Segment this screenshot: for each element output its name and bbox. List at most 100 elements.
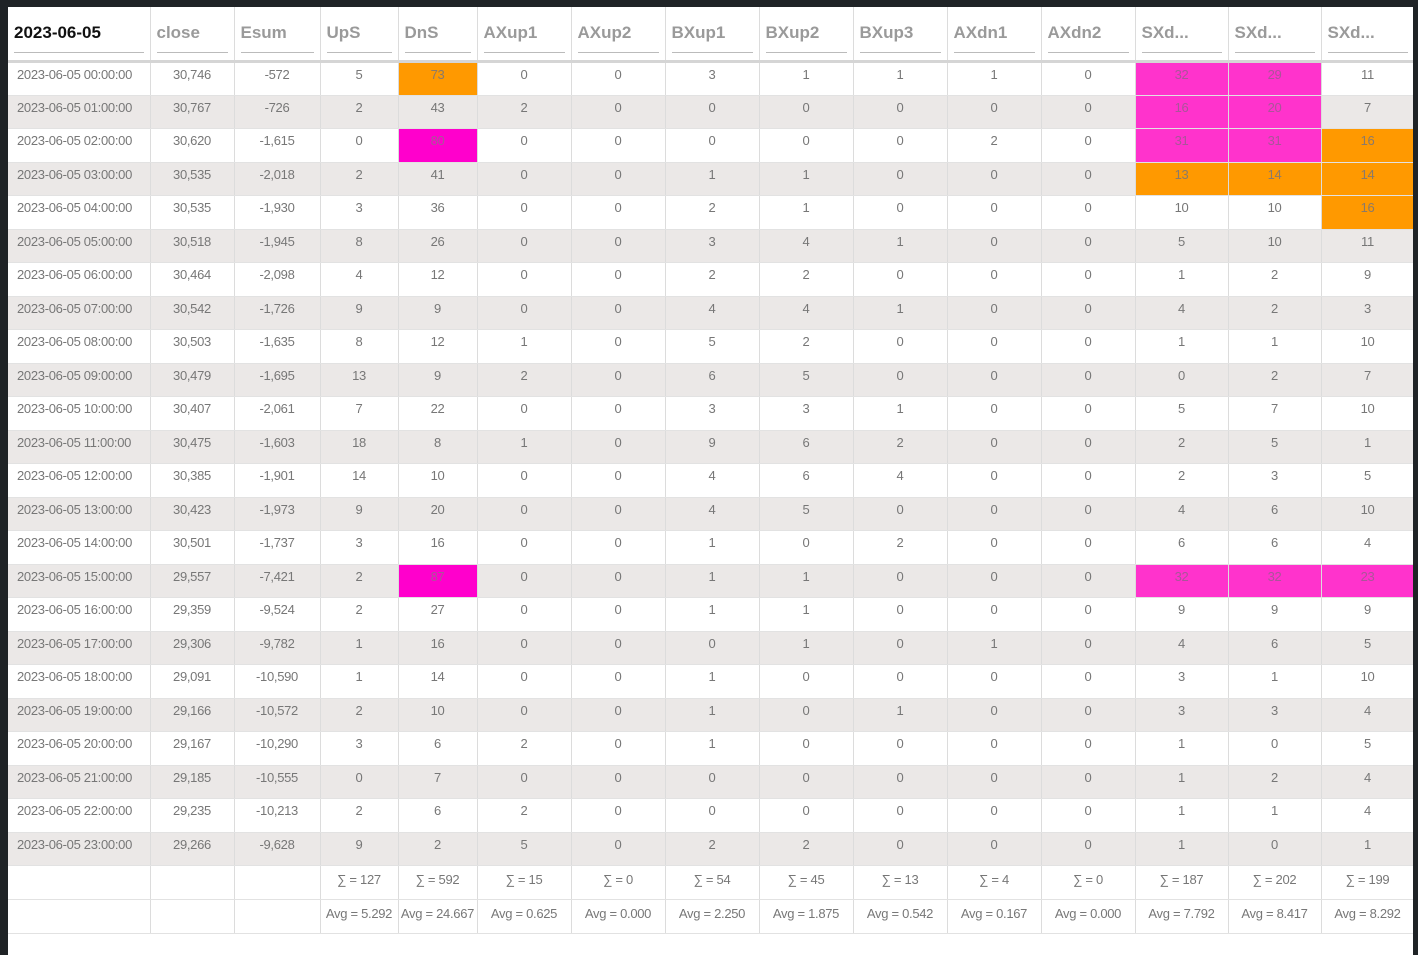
table-cell: 0 — [947, 832, 1042, 866]
table-cell: 0 — [571, 832, 666, 866]
table-cell: -2,098 — [234, 262, 321, 297]
table-cell: 0 — [947, 530, 1042, 565]
timestamp-cell: 2023-06-05 01:00:00 — [8, 95, 151, 129]
table-cell: 2 — [665, 195, 760, 230]
sum-cell: ∑ = 0 — [571, 865, 666, 900]
table-cell: 30,501 — [150, 530, 235, 565]
table-cell: 3 — [665, 61, 760, 96]
column-header-12[interactable]: SXd... — [1135, 7, 1229, 63]
table-cell: 29,091 — [150, 664, 235, 699]
column-header-3[interactable]: UpS — [320, 7, 399, 63]
column-header-13[interactable]: SXd... — [1228, 7, 1322, 63]
table-cell: 30,535 — [150, 162, 235, 196]
table-row[interactable]: 2023-06-05 10:00:00 30,407 -2,061 7 22 0 0 3 3 1 0… — [8, 396, 1413, 431]
table-row[interactable]: 2023-06-05 00:00:00 30,746 -572 5 73 0 0 3 1 1 1 0 3… — [8, 61, 1413, 96]
column-header-4[interactable]: DnS — [398, 7, 478, 63]
table-cell: 0 — [853, 95, 948, 129]
column-header-label: 2023-06-05 — [14, 23, 144, 53]
table-cell: 29,235 — [150, 798, 235, 833]
table-row[interactable]: 2023-06-05 01:00:00 30,767 -726 2 43 2 0 0 0 0 0 0 1… — [8, 95, 1413, 129]
table-cell: 0 — [571, 798, 666, 833]
table-row[interactable]: 2023-06-05 12:00:00 30,385 -1,901 14 10 0 0 4 6 4… — [8, 463, 1413, 498]
column-header-9[interactable]: BXup3 — [853, 7, 948, 63]
table-row[interactable]: 2023-06-05 18:00:00 29,091 -10,590 1 14 0 0 1 0 0… — [8, 664, 1413, 699]
timestamp-cell: 2023-06-05 17:00:00 — [8, 631, 151, 665]
table-row[interactable]: 2023-06-05 15:00:00 29,557 -7,421 2 87 0 0 1 1 0 0… — [8, 564, 1413, 598]
column-header-11[interactable]: AXdn2 — [1041, 7, 1136, 63]
table-row[interactable]: 2023-06-05 11:00:00 30,475 -1,603 18 8 1 0 9 6 2 0… — [8, 430, 1413, 464]
column-header-0[interactable]: 2023-06-05 — [8, 7, 151, 63]
table-cell: 4 — [853, 463, 948, 498]
column-header-8[interactable]: BXup2 — [759, 7, 854, 63]
table-row[interactable]: 2023-06-05 07:00:00 30,542 -1,726 9 9 0 0 4 4 1 0 0… — [8, 296, 1413, 330]
table-cell: 3 — [1228, 698, 1322, 732]
table-cell: 6 — [1135, 530, 1229, 565]
table-row[interactable]: 2023-06-05 02:00:00 30,620 -1,615 0 80 0 0 0 0 0 2… — [8, 128, 1413, 163]
table-cell: 2 — [320, 95, 399, 129]
table-cell: 1 — [853, 698, 948, 732]
table-row[interactable]: 2023-06-05 16:00:00 29,359 -9,524 2 27 0 0 1 1 0 0… — [8, 597, 1413, 632]
table-cell: 0 — [759, 128, 854, 163]
table-cell: 30,503 — [150, 329, 235, 364]
column-header-1[interactable]: close — [150, 7, 235, 63]
table-cell: 30,535 — [150, 195, 235, 230]
average-cell — [8, 899, 151, 934]
table-cell: -10,590 — [234, 664, 321, 699]
timestamp-cell: 2023-06-05 03:00:00 — [8, 162, 151, 196]
table-cell: 30,518 — [150, 229, 235, 263]
table-cell: 0 — [853, 597, 948, 632]
table-cell: 9 — [320, 296, 399, 330]
column-header-10[interactable]: AXdn1 — [947, 7, 1042, 63]
table-row[interactable]: 2023-06-05 08:00:00 30,503 -1,635 8 12 1 0 5 2 0 0… — [8, 329, 1413, 364]
table-cell: -1,973 — [234, 497, 321, 531]
table-cell: 9 — [398, 363, 478, 397]
table-cell: 2 — [665, 832, 760, 866]
table-row[interactable]: 2023-06-05 20:00:00 29,167 -10,290 3 6 2 0 1 0 0 0… — [8, 731, 1413, 766]
table-row[interactable]: 2023-06-05 06:00:00 30,464 -2,098 4 12 0 0 2 2 0 0… — [8, 262, 1413, 297]
table-cell: 6 — [1228, 530, 1322, 565]
table-row[interactable]: 2023-06-05 21:00:00 29,185 -10,555 0 7 0 0 0 0 0 0… — [8, 765, 1413, 799]
table-cell: 6 — [665, 363, 760, 397]
sum-cell: ∑ = 199 — [1321, 865, 1413, 900]
table-cell: 0 — [759, 731, 854, 766]
table-row[interactable]: 2023-06-05 13:00:00 30,423 -1,973 9 20 0 0 4 5 0 0… — [8, 497, 1413, 531]
table-cell: 12 — [398, 262, 478, 297]
column-header-5[interactable]: AXup1 — [477, 7, 572, 63]
table-cell: 0 — [665, 128, 760, 163]
average-cell: Avg = 8.417 — [1228, 899, 1322, 934]
column-header-14[interactable]: SXd... — [1321, 7, 1413, 63]
table-row[interactable]: 2023-06-05 14:00:00 30,501 -1,737 3 16 0 0 1 0 2 0… — [8, 530, 1413, 565]
table-cell: 8 — [320, 329, 399, 364]
table-cell: 9 — [398, 296, 478, 330]
sum-cell: ∑ = 54 — [665, 865, 760, 900]
table-cell: -1,945 — [234, 229, 321, 263]
column-header-6[interactable]: AXup2 — [571, 7, 666, 63]
table-cell: 0 — [1041, 396, 1136, 431]
table-row[interactable]: 2023-06-05 09:00:00 30,479 -1,695 13 9 2 0 6 5 0 0… — [8, 363, 1413, 397]
table-cell: 73 — [398, 61, 478, 96]
column-header-7[interactable]: BXup1 — [665, 7, 760, 63]
table-cell: 29,166 — [150, 698, 235, 732]
table-cell: 4 — [665, 463, 760, 498]
table-row[interactable]: 2023-06-05 22:00:00 29,235 -10,213 2 6 2 0 0 0 0 0… — [8, 798, 1413, 833]
table-cell: 10 — [1228, 195, 1322, 230]
sum-cell: ∑ = 202 — [1228, 865, 1322, 900]
table-cell: 11 — [1321, 229, 1413, 263]
column-header-2[interactable]: Esum — [234, 7, 321, 63]
table-cell: -726 — [234, 95, 321, 129]
table-cell: 12 — [398, 329, 478, 364]
table-row[interactable]: 2023-06-05 03:00:00 30,535 -2,018 2 41 0 0 1 1 0 0… — [8, 162, 1413, 196]
table-cell: 4 — [1135, 296, 1229, 330]
table-cell: 1 — [759, 195, 854, 230]
table-row[interactable]: 2023-06-05 17:00:00 29,306 -9,782 1 16 0 0 0 1 0 1… — [8, 631, 1413, 665]
table-cell: 30,475 — [150, 430, 235, 464]
table-row[interactable]: 2023-06-05 23:00:00 29,266 -9,628 9 2 5 0 2 2 0 0 0… — [8, 832, 1413, 866]
table-row[interactable]: 2023-06-05 04:00:00 30,535 -1,930 3 36 0 0 2 1 0 0… — [8, 195, 1413, 230]
table-cell: 10 — [398, 698, 478, 732]
table-cell: 27 — [398, 597, 478, 632]
table-cell: 26 — [398, 229, 478, 263]
table-cell: 32 — [1135, 564, 1229, 598]
table-row[interactable]: 2023-06-05 19:00:00 29,166 -10,572 2 10 0 0 1 0 1… — [8, 698, 1413, 732]
table-cell: 0 — [1041, 798, 1136, 833]
table-row[interactable]: 2023-06-05 05:00:00 30,518 -1,945 8 26 0 0 3 4 1 0… — [8, 229, 1413, 263]
